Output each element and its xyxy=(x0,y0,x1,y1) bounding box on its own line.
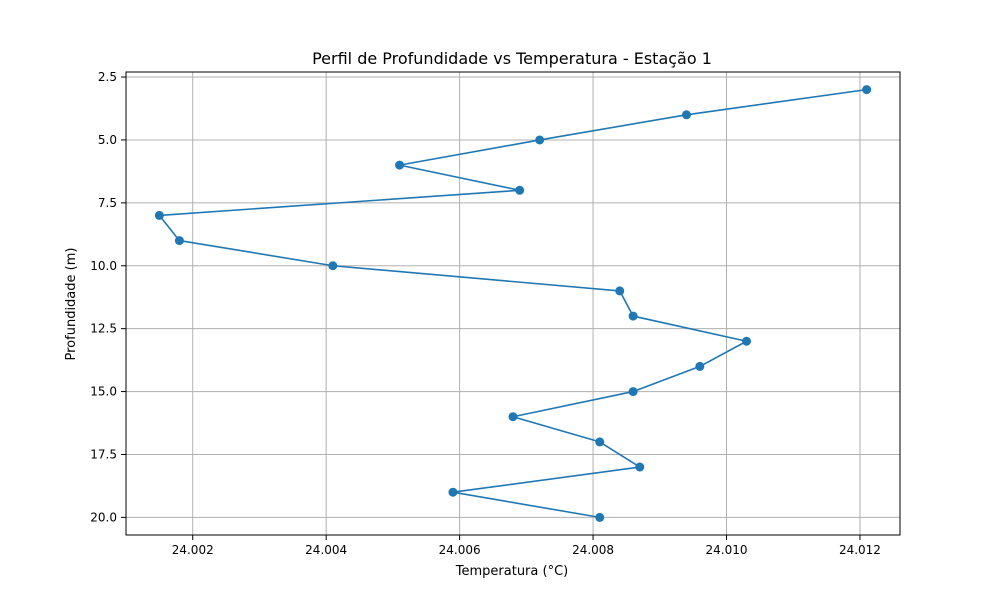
data-point xyxy=(862,85,872,95)
data-point xyxy=(628,387,638,397)
x-tick-label: 24.010 xyxy=(706,543,748,557)
y-axis-label: Profundidade (m) xyxy=(64,248,79,361)
y-tick-label: 12.5 xyxy=(90,322,117,336)
series-line xyxy=(158,88,867,519)
x-tick-label: 24.004 xyxy=(305,543,347,557)
x-tick-label: 24.006 xyxy=(439,543,481,557)
data-point xyxy=(174,236,184,246)
y-tick-label: 10.0 xyxy=(90,259,117,273)
data-point xyxy=(515,185,525,195)
x-tick-label: 24.012 xyxy=(839,543,881,557)
data-point xyxy=(448,487,458,497)
plot-frame xyxy=(125,71,901,536)
chart-title: Perfil de Profundidade vs Temperatura - … xyxy=(312,49,712,68)
x-tick-label: 24.002 xyxy=(172,543,214,557)
data-point xyxy=(635,462,645,472)
y-tick-label: 20.0 xyxy=(90,510,117,524)
data-point xyxy=(695,361,705,371)
data-point xyxy=(595,512,605,522)
y-tick-label: 15.0 xyxy=(90,385,117,399)
data-point xyxy=(328,261,338,271)
series-group xyxy=(154,85,872,522)
data-point xyxy=(615,286,625,296)
data-point xyxy=(628,311,638,321)
data-point xyxy=(595,437,605,447)
y-axis-ticks: 2.5 5.0 7.5 10.0 12.5 15.0 17.5 20.0 xyxy=(90,70,126,524)
data-point xyxy=(742,336,752,346)
x-axis-label: Temperatura (°C) xyxy=(455,564,568,579)
data-point xyxy=(535,135,545,145)
y-tick-label: 2.5 xyxy=(98,70,117,84)
data-point xyxy=(681,110,691,120)
data-point xyxy=(395,160,405,170)
y-tick-label: 7.5 xyxy=(98,196,117,210)
x-tick-label: 24.008 xyxy=(572,543,614,557)
x-axis-ticks: 24.002 24.004 24.006 24.008 24.010 24.012 xyxy=(172,535,881,557)
y-tick-label: 17.5 xyxy=(90,447,117,461)
grid xyxy=(126,72,900,535)
data-point xyxy=(508,412,518,422)
y-tick-label: 5.0 xyxy=(98,133,117,147)
data-point xyxy=(154,210,164,220)
